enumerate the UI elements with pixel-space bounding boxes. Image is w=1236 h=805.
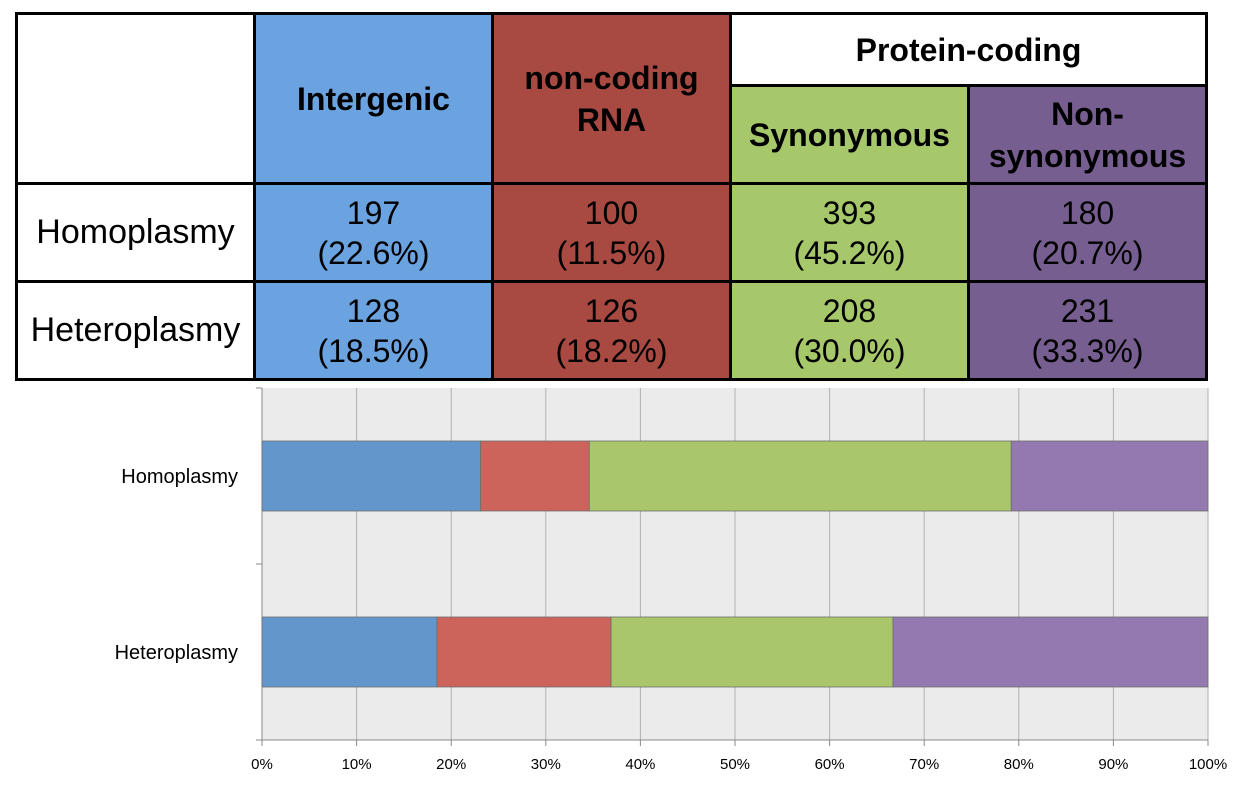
y-category-label: Heteroplasmy bbox=[115, 642, 238, 664]
stacked-bar-chart: 0% 10% 20% 30% 40% 50% 60% 70% 80% 90% 100% Homopla… bbox=[0, 380, 1236, 800]
cell-percent: (18.2%) bbox=[555, 332, 668, 369]
cell-count: 180 bbox=[1060, 194, 1115, 231]
y-category-label: Homoplasmy bbox=[121, 466, 238, 488]
header-noncoding-rna: non-coding RNA bbox=[491, 12, 732, 185]
x-tick-label: 50% bbox=[720, 756, 750, 773]
row-label-heteroplasmy: Heteroplasmy bbox=[15, 280, 256, 381]
x-tick-label: 80% bbox=[1004, 756, 1034, 773]
x-tick-label: 10% bbox=[342, 756, 372, 773]
header-synonymous: Synonymous bbox=[729, 84, 970, 185]
cell-percent: (45.2%) bbox=[793, 234, 906, 271]
x-tick-label: 20% bbox=[436, 756, 466, 773]
header-intergenic-label: Intergenic bbox=[297, 80, 450, 117]
cell-percent: (30.0%) bbox=[793, 332, 906, 369]
x-tick-label: 100% bbox=[1189, 756, 1227, 773]
bar-segment-synonymous bbox=[610, 616, 894, 688]
cell-count: 128 bbox=[346, 292, 401, 329]
cell-count: 126 bbox=[584, 292, 639, 329]
x-tick-label: 60% bbox=[815, 756, 845, 773]
x-tick-label: 90% bbox=[1098, 756, 1128, 773]
bar-segment-synonymous bbox=[588, 440, 1012, 512]
summary-table: Intergenic non-coding RNA Protein-coding… bbox=[15, 12, 1209, 381]
x-tick-label: 40% bbox=[625, 756, 655, 773]
header-nonsyn-line1: Non- bbox=[1051, 95, 1124, 132]
cell-count: 231 bbox=[1060, 292, 1115, 329]
cell-percent: (22.6%) bbox=[317, 234, 430, 271]
bar-segment-intergenic bbox=[261, 616, 438, 688]
bar-segment-noncoding bbox=[480, 440, 590, 512]
header-protein-coding-label: Protein-coding bbox=[855, 31, 1082, 68]
row-label-homoplasmy: Homoplasmy bbox=[15, 182, 256, 283]
chart-svg: 0% 10% 20% 30% 40% 50% 60% 70% 80% 90% 100% Homopla… bbox=[115, 387, 1227, 773]
bar-segment-nonsynonymous bbox=[892, 616, 1209, 688]
bar-segment-noncoding bbox=[436, 616, 612, 688]
summary-table-container: Intergenic non-coding RNA Protein-coding… bbox=[15, 12, 1209, 381]
table-corner-cell bbox=[15, 12, 256, 185]
cell-homoplasmy-nonsynonymous: 180 (20.7%) bbox=[966, 182, 1209, 283]
header-synonymous-label: Synonymous bbox=[749, 116, 950, 153]
cell-percent: (33.3%) bbox=[1031, 332, 1144, 369]
x-tick-label: 30% bbox=[531, 756, 561, 773]
table-row-homoplasmy: Homoplasmy 197 (22.6%) 100 (11.5%) 393 (… bbox=[15, 182, 1209, 283]
cell-percent: (20.7%) bbox=[1031, 234, 1144, 271]
x-tick-label: 0% bbox=[251, 756, 273, 773]
header-nonsyn-line2: synonymous bbox=[988, 137, 1187, 174]
bar-segment-nonsynonymous bbox=[1010, 440, 1209, 512]
header-noncoding-line1: non-coding bbox=[524, 59, 699, 96]
cell-heteroplasmy-noncoding: 126 (18.2%) bbox=[491, 280, 732, 381]
table-row-heteroplasmy: Heteroplasmy 128 (18.5%) 126 (18.2%) 208… bbox=[15, 280, 1209, 381]
cell-heteroplasmy-nonsynonymous: 231 (33.3%) bbox=[966, 280, 1209, 381]
cell-heteroplasmy-intergenic: 128 (18.5%) bbox=[253, 280, 494, 381]
cell-percent: (18.5%) bbox=[317, 332, 430, 369]
x-tick-label: 70% bbox=[909, 756, 939, 773]
cell-heteroplasmy-synonymous: 208 (30.0%) bbox=[729, 280, 970, 381]
cell-homoplasmy-synonymous: 393 (45.2%) bbox=[729, 182, 970, 283]
cell-count: 100 bbox=[584, 194, 639, 231]
header-noncoding-line2: RNA bbox=[576, 101, 647, 138]
bar-segment-intergenic bbox=[261, 440, 481, 512]
cell-homoplasmy-noncoding: 100 (11.5%) bbox=[491, 182, 732, 283]
cell-homoplasmy-intergenic: 197 (22.6%) bbox=[253, 182, 494, 283]
cell-percent: (11.5%) bbox=[556, 234, 667, 271]
cell-count: 208 bbox=[822, 292, 877, 329]
cell-count: 393 bbox=[822, 194, 877, 231]
cell-count: 197 bbox=[346, 194, 401, 231]
header-protein-coding: Protein-coding bbox=[728, 12, 1209, 87]
header-nonsynonymous: Non- synonymous bbox=[966, 84, 1209, 185]
header-intergenic: Intergenic bbox=[253, 12, 494, 185]
